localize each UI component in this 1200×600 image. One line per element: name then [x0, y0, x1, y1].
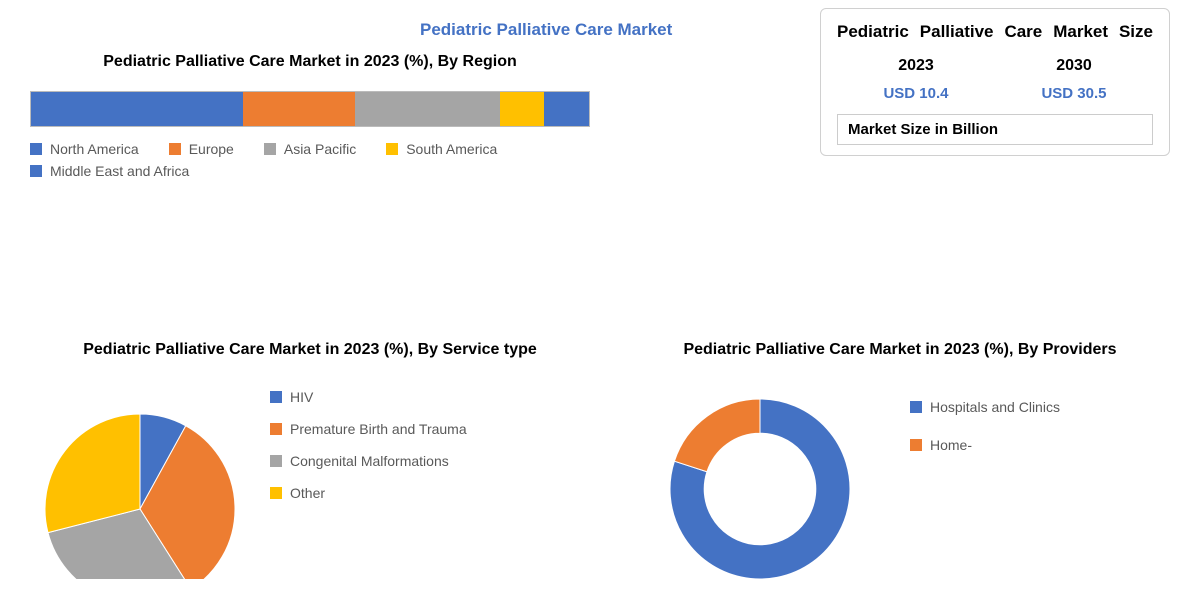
region-chart-title: Pediatric Palliative Care Market in 2023…	[30, 52, 590, 73]
year-label: 2023	[883, 57, 948, 75]
legend-item: Other	[270, 485, 467, 501]
legend-item: HIV	[270, 389, 467, 405]
legend-swatch	[270, 455, 282, 467]
legend-label: HIV	[290, 389, 313, 405]
legend-item: Home-	[910, 437, 1060, 453]
legend-item: Europe	[169, 141, 234, 157]
legend-label: Europe	[189, 141, 234, 157]
legend-item: Hospitals and Clinics	[910, 399, 1060, 415]
legend-swatch	[169, 143, 181, 155]
legend-label: Other	[290, 485, 325, 501]
legend-item: Congenital Malformations	[270, 453, 467, 469]
market-size-box: Pediatric Palliative Care Market Size 20…	[820, 8, 1170, 156]
legend-item: South America	[386, 141, 497, 157]
providers-chart-block: Pediatric Palliative Care Market in 2023…	[640, 340, 1160, 579]
legend-swatch	[270, 423, 282, 435]
legend-label: North America	[50, 141, 139, 157]
region-segment	[544, 92, 589, 126]
region-segment	[243, 92, 355, 126]
legend-swatch	[30, 165, 42, 177]
legend-label: Home-	[930, 437, 972, 453]
legend-item: Asia Pacific	[264, 141, 356, 157]
legend-item: Middle East and Africa	[30, 163, 189, 179]
legend-item: Premature Birth and Trauma	[270, 421, 467, 437]
market-size-footer: Market Size in Billion	[837, 114, 1153, 145]
region-legend: North America Europe Asia Pacific South Ame…	[30, 141, 590, 179]
legend-swatch	[30, 143, 42, 155]
legend-item: North America	[30, 141, 139, 157]
service-legend: HIV Premature Birth and Trauma Congenital …	[270, 389, 467, 501]
market-size-columns: 2023 USD 10.4 2030 USD 30.5	[837, 57, 1153, 102]
legend-label: Premature Birth and Trauma	[290, 421, 467, 437]
service-chart-title: Pediatric Palliative Care Market in 2023…	[30, 340, 590, 361]
market-size-title: Pediatric Palliative Care Market Size	[837, 21, 1153, 43]
market-size-col-2030: 2030 USD 30.5	[1041, 57, 1106, 102]
chart-slice	[674, 399, 760, 472]
legend-label: Congenital Malformations	[290, 453, 449, 469]
region-segment	[500, 92, 545, 126]
legend-swatch	[264, 143, 276, 155]
legend-swatch	[270, 391, 282, 403]
legend-label: Middle East and Africa	[50, 163, 189, 179]
page-main-title: Pediatric Palliative Care Market	[420, 20, 672, 40]
providers-legend: Hospitals and Clinics Home-	[910, 399, 1060, 453]
legend-swatch	[910, 401, 922, 413]
legend-swatch	[386, 143, 398, 155]
service-chart-block: Pediatric Palliative Care Market in 2023…	[30, 340, 590, 579]
legend-swatch	[270, 487, 282, 499]
service-pie	[30, 379, 250, 579]
year-label: 2030	[1041, 57, 1106, 75]
region-segment	[31, 92, 243, 126]
region-stacked-bar	[30, 91, 590, 127]
legend-swatch	[910, 439, 922, 451]
legend-label: South America	[406, 141, 497, 157]
year-value: USD 10.4	[883, 85, 948, 102]
legend-label: Asia Pacific	[284, 141, 356, 157]
market-size-col-2023: 2023 USD 10.4	[883, 57, 948, 102]
providers-chart-title: Pediatric Palliative Care Market in 2023…	[640, 340, 1160, 361]
legend-label: Hospitals and Clinics	[930, 399, 1060, 415]
providers-donut	[640, 379, 880, 579]
region-segment	[355, 92, 500, 126]
region-chart-block: Pediatric Palliative Care Market in 2023…	[30, 52, 590, 179]
year-value: USD 30.5	[1041, 85, 1106, 102]
